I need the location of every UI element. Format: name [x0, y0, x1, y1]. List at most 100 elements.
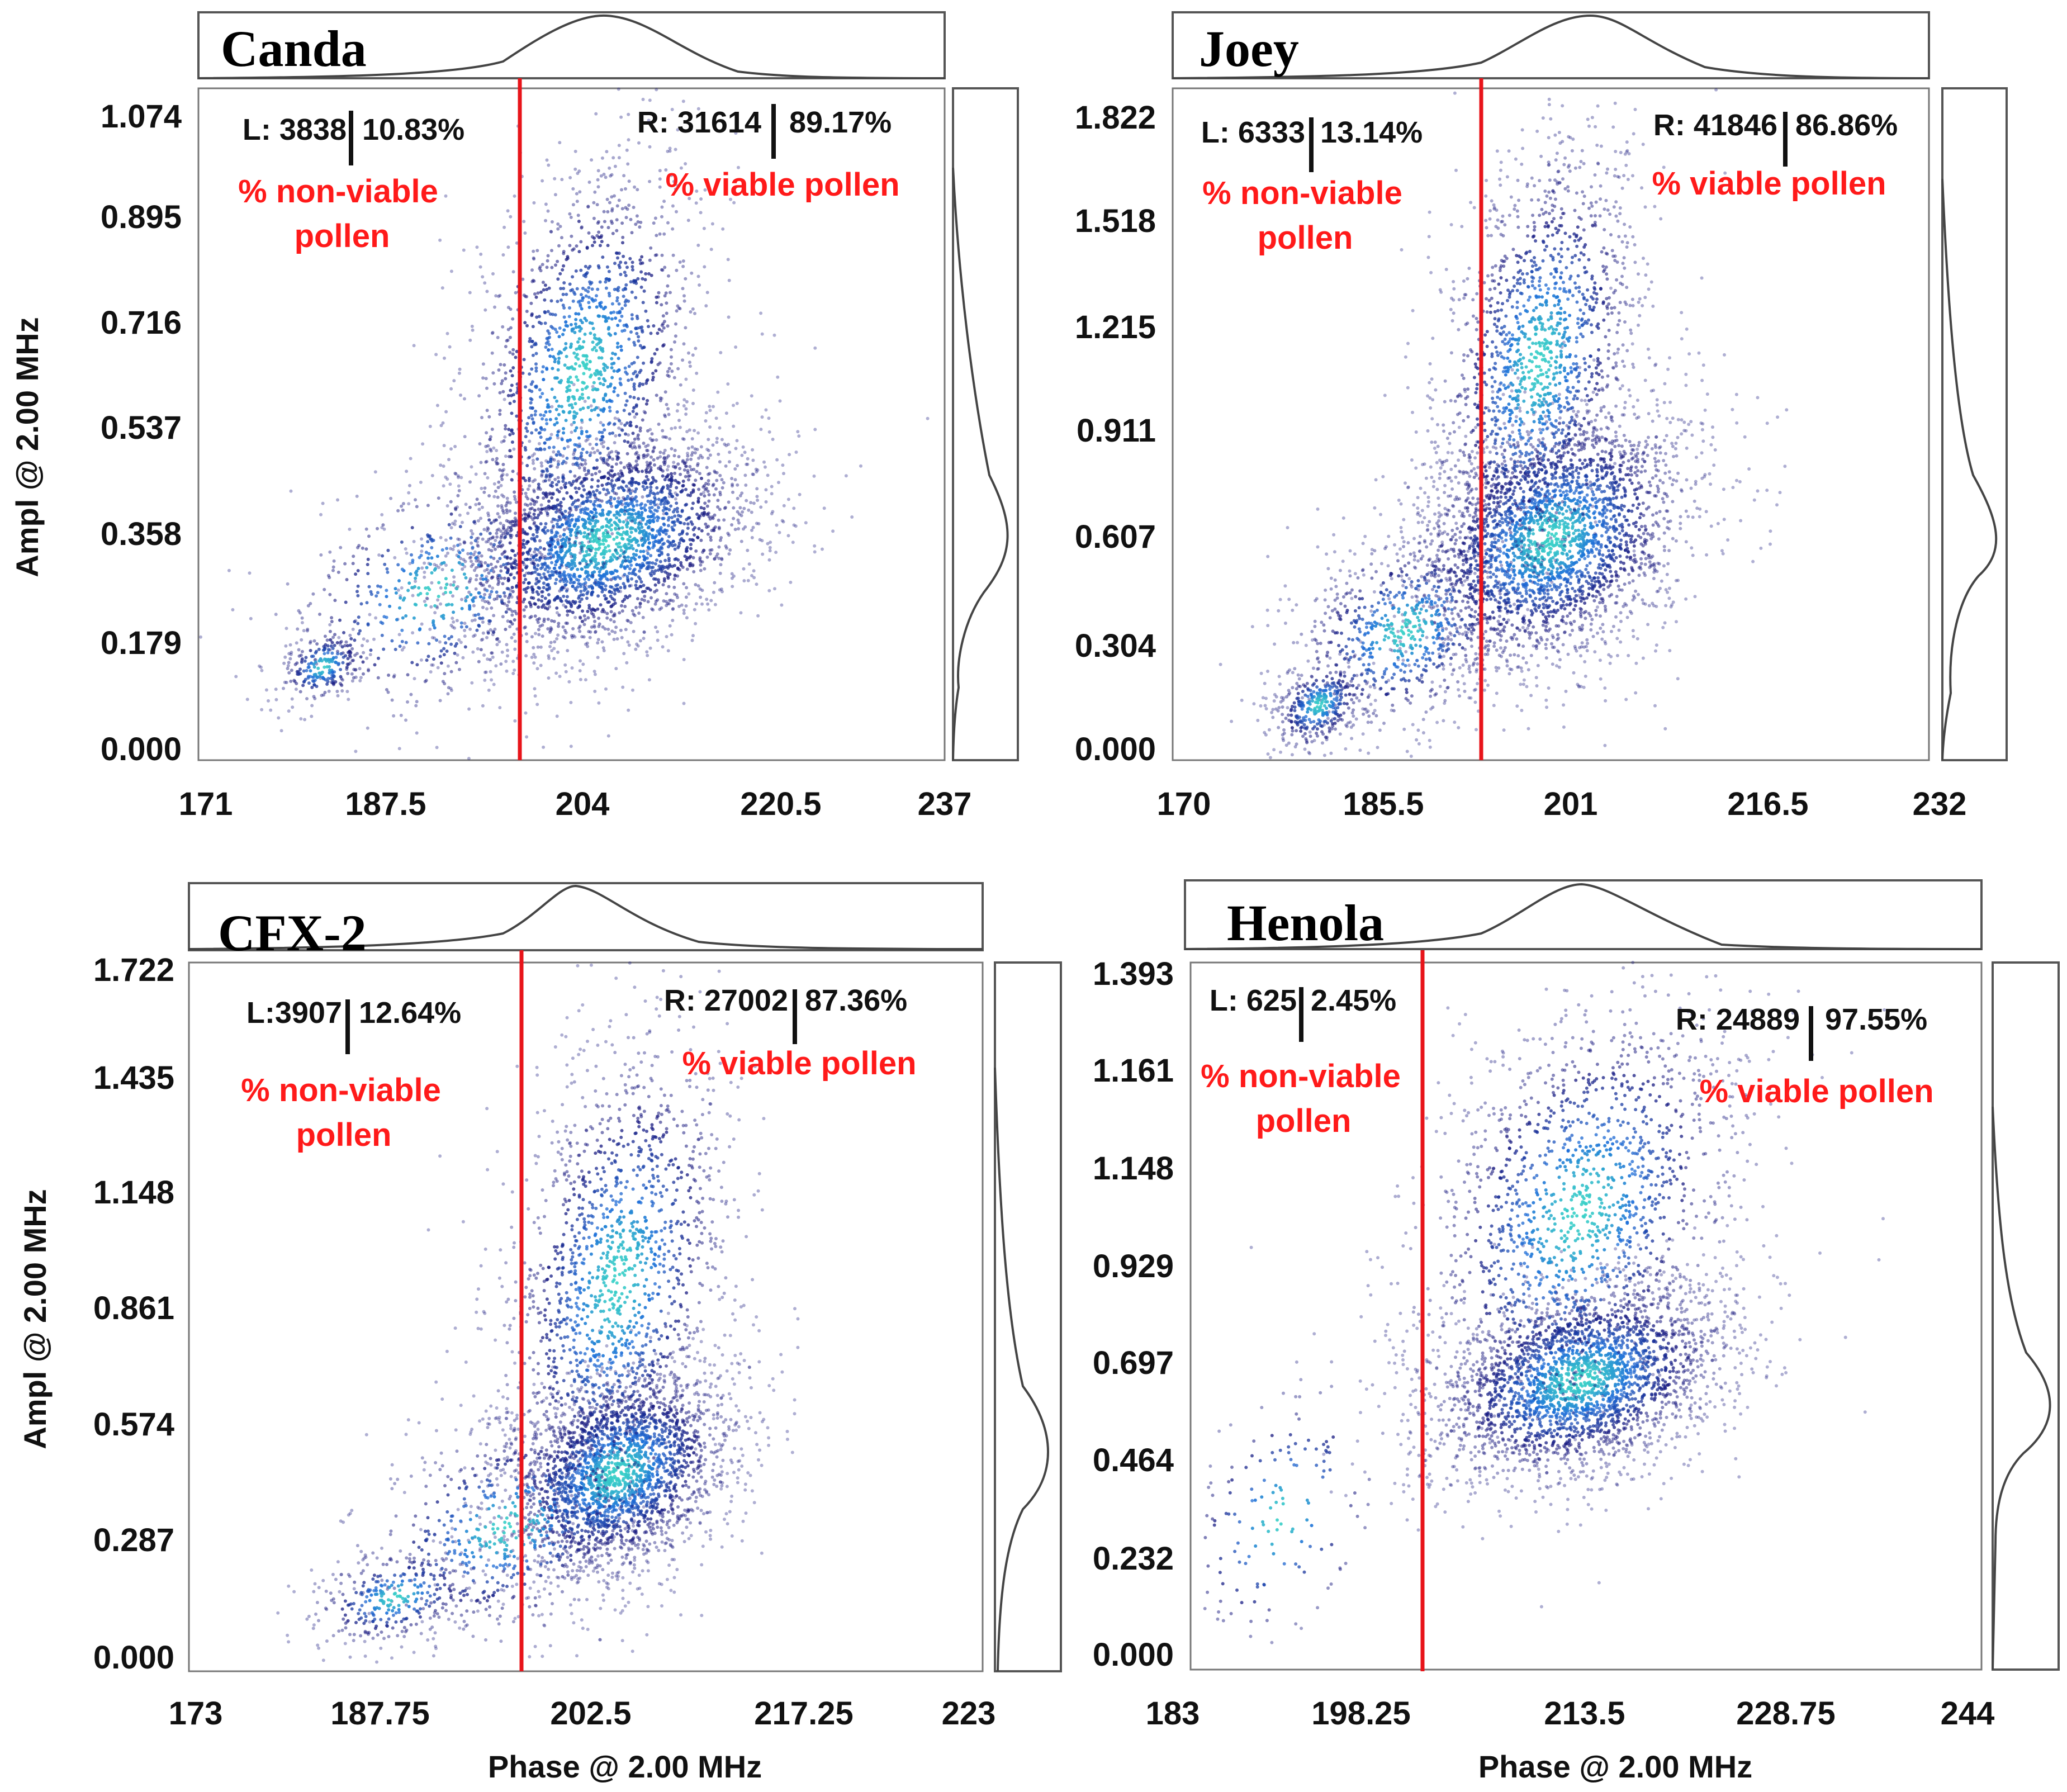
scatter-point — [540, 562, 544, 566]
scatter-point — [293, 662, 297, 666]
scatter-point — [599, 603, 603, 607]
scatter-point — [471, 328, 475, 332]
scatter-point — [339, 667, 343, 671]
scatter-point — [447, 523, 451, 527]
scatter-point — [499, 569, 503, 573]
scatter-point — [509, 388, 513, 392]
scatter-point — [594, 557, 598, 561]
scatter-point — [577, 436, 581, 440]
scatter-point — [581, 447, 585, 451]
scatter-point — [513, 609, 517, 613]
scatter-point — [673, 448, 677, 452]
scatter-point — [435, 606, 439, 610]
scatter-point — [312, 680, 316, 684]
scatter-point — [547, 656, 551, 660]
scatter-point — [648, 572, 652, 576]
scatter-point — [670, 525, 674, 529]
scatter-point — [321, 648, 325, 652]
scatter-point — [589, 375, 592, 379]
scatter-point — [614, 434, 618, 438]
scatter-point — [610, 504, 614, 508]
scatter-point — [594, 580, 598, 584]
scatter-point — [534, 528, 538, 532]
scatter-point — [662, 523, 666, 527]
scatter-point — [300, 660, 304, 664]
scatter-point — [617, 426, 621, 430]
x-tick-label: 237 — [918, 786, 972, 822]
scatter-point — [362, 637, 366, 641]
scatter-point — [491, 272, 495, 276]
scatter-point — [545, 467, 549, 471]
scatter-point — [420, 549, 424, 553]
scatter-point — [671, 510, 675, 514]
scatter-point — [658, 396, 662, 400]
scatter-point — [592, 381, 596, 385]
scatter-point — [746, 579, 750, 582]
scatter-point — [620, 207, 624, 211]
scatter-point — [598, 537, 601, 541]
scatter-point — [670, 447, 674, 451]
scatter-point — [644, 272, 648, 276]
scatter-point — [596, 169, 600, 173]
scatter-point — [367, 667, 371, 671]
scatter-point — [530, 397, 534, 401]
scatter-point — [509, 326, 513, 330]
scatter-point — [367, 585, 371, 589]
scatter-point — [579, 396, 582, 399]
scatter-point — [595, 203, 599, 207]
scatter-point — [430, 556, 434, 560]
scatter-point — [573, 322, 577, 326]
scatter-point — [737, 512, 741, 516]
scatter-point — [505, 339, 509, 343]
scatter-point — [580, 418, 584, 422]
scatter-point — [1700, 428, 1704, 432]
scatter-point — [530, 279, 534, 283]
scatter-point — [511, 366, 515, 369]
scatter-point — [537, 431, 541, 435]
scatter-point — [539, 507, 543, 511]
scatter-point — [445, 477, 449, 481]
scatter-point — [513, 553, 517, 557]
scatter-point — [707, 524, 710, 528]
scatter-point — [926, 416, 930, 420]
scatter-point — [543, 447, 547, 451]
scatter-point — [630, 538, 634, 542]
scatter-point — [681, 99, 685, 103]
scatter-point — [358, 679, 362, 682]
scatter-point — [397, 579, 401, 582]
scatter-point — [598, 470, 601, 473]
scatter-point — [387, 674, 391, 677]
scatter-point — [459, 476, 463, 480]
scatter-point — [537, 633, 541, 637]
scatter-point — [641, 301, 645, 305]
scatter-point — [1502, 618, 1506, 622]
scatter-point — [554, 551, 558, 555]
scatter-point — [487, 584, 491, 588]
scatter-point — [544, 522, 548, 525]
scatter-point — [541, 392, 544, 396]
scatter-point — [440, 561, 444, 565]
scatter-point — [487, 619, 491, 623]
scatter-point — [582, 531, 586, 535]
scatter-point — [573, 167, 577, 171]
scatter-point — [597, 220, 600, 224]
scatter-point — [534, 632, 537, 636]
scatter-point — [656, 638, 660, 642]
scatter-point — [648, 462, 652, 466]
scatter-point — [727, 278, 731, 282]
scatter-point — [461, 567, 464, 571]
scatter-point — [625, 399, 629, 403]
scatter-point — [486, 444, 490, 448]
scatter-point — [505, 562, 509, 566]
scatter-point — [596, 519, 600, 523]
scatter-point — [770, 485, 774, 489]
scatter-point — [437, 595, 440, 598]
scatter-point — [676, 519, 680, 523]
scatter-point — [399, 596, 402, 600]
scatter-point — [581, 387, 584, 391]
scatter-point — [1468, 459, 1472, 463]
scatter-point — [493, 305, 496, 309]
scatter-point — [562, 426, 566, 430]
scatter-point — [722, 481, 726, 485]
scatter-point — [300, 638, 304, 642]
